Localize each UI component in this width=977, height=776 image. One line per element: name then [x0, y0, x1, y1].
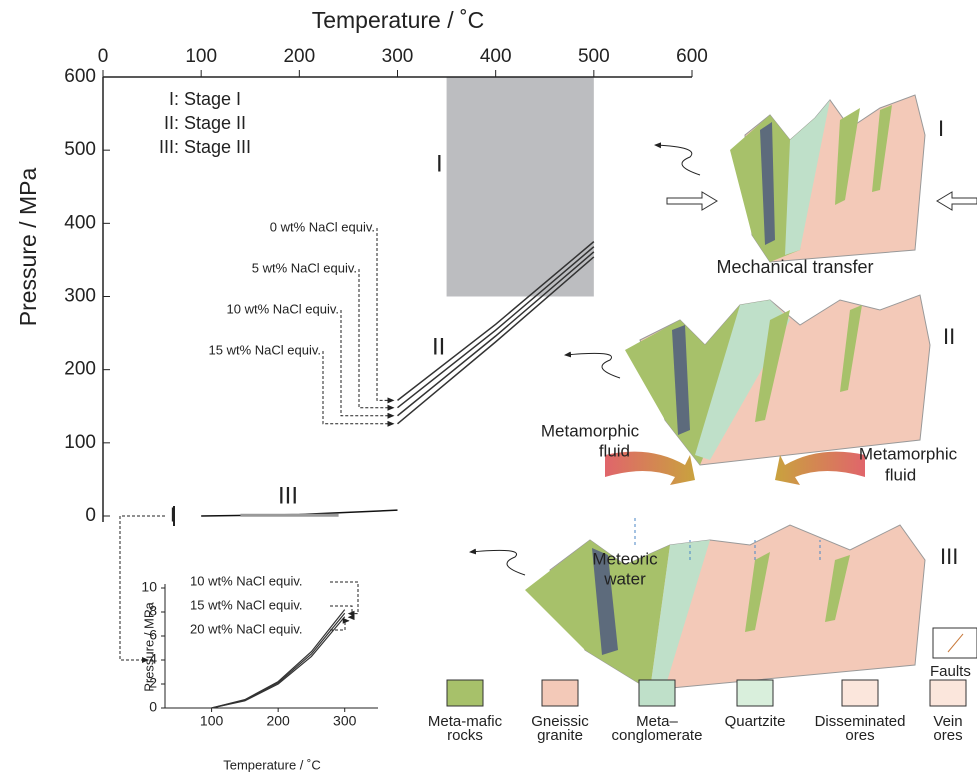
process-label: Meteoric [592, 549, 658, 568]
legend-label: 10 wt% NaCl equiv. [227, 301, 339, 316]
inset-leader [330, 606, 352, 617]
legend-label: 15 wt% NaCl equiv. [209, 342, 321, 357]
stage-note: III: Stage III [159, 137, 251, 157]
y-tick-label: 200 [64, 359, 96, 380]
inset-x-title: Temperature / ˚C [223, 757, 321, 772]
process-label: fluid [599, 441, 630, 460]
block-stage-1 [730, 95, 925, 262]
x-axis-title: Temperature / ˚C [312, 7, 485, 33]
inset-y-tick-label: 0 [149, 699, 157, 715]
inset-y-title: Pressure / MPa [141, 601, 156, 691]
field-label: II [432, 333, 445, 360]
legend-swatch [842, 680, 878, 706]
y-tick-label: 100 [64, 432, 96, 453]
legend-label: 5 wt% NaCl equiv. [252, 260, 357, 275]
process-label: Metamorphic [859, 444, 958, 463]
block-stage-2 [625, 295, 930, 465]
field-label: III [278, 482, 298, 509]
legend-label: ores [933, 727, 962, 744]
stage-note: I: Stage I [169, 89, 241, 109]
y-axis-title: Pressure / MPa [15, 168, 41, 327]
process-label: water [603, 569, 646, 588]
inset-leader [330, 582, 358, 614]
inset-x-tick-label: 100 [200, 713, 224, 729]
leader [359, 269, 394, 408]
block-label: III [940, 544, 958, 569]
block-label: II [943, 324, 955, 349]
block-stage-3 [525, 515, 925, 690]
leader [377, 228, 394, 400]
legend-swatch [737, 680, 773, 706]
legend-label: rocks [447, 727, 483, 744]
inset-y-tick-label: 10 [141, 579, 157, 595]
leader [323, 351, 394, 424]
block-label: I [938, 116, 944, 141]
field-label: I [436, 150, 443, 177]
legend-swatch [542, 680, 578, 706]
x-tick-label: 300 [382, 46, 414, 67]
inset-x-tick-label: 300 [333, 713, 357, 729]
y-tick-label: 300 [64, 286, 96, 307]
legend-label: granite [537, 727, 583, 744]
legend-label: 0 wt% NaCl equiv. [270, 219, 375, 234]
x-tick-label: 200 [283, 46, 315, 67]
x-tick-label: 0 [98, 46, 109, 67]
process-label: Metamorphic [541, 421, 640, 440]
legend-swatch [930, 680, 966, 706]
x-tick-label: 600 [676, 46, 708, 67]
process-label: fluid [885, 465, 916, 484]
legend-swatch [639, 680, 675, 706]
y-tick-label: 500 [64, 139, 96, 160]
legend-label: Quartzite [725, 713, 786, 730]
x-tick-label: 400 [480, 46, 512, 67]
y-tick-label: 400 [64, 212, 96, 233]
stage-note: II: Stage II [164, 113, 246, 133]
figure: 01002003004005006000100200300400500600Te… [0, 0, 977, 776]
inset-legend-label: 10 wt% NaCl equiv. [190, 573, 302, 588]
process-label: Mechanical transfer [716, 257, 873, 277]
page: 01002003004005006000100200300400500600Te… [0, 0, 977, 776]
x-tick-label: 500 [578, 46, 610, 67]
y-tick-label: 0 [85, 505, 96, 526]
y-tick-label: 600 [64, 66, 96, 87]
legend-label: Faults [930, 663, 971, 680]
legend-label: ores [845, 727, 874, 744]
legend-swatch [447, 680, 483, 706]
inset-legend-label: 15 wt% NaCl equiv. [190, 597, 302, 612]
x-tick-label: 100 [185, 46, 217, 67]
inset-legend-label: 20 wt% NaCl equiv. [190, 621, 302, 636]
legend-label: conglomerate [612, 727, 703, 744]
inset-x-tick-label: 200 [266, 713, 290, 729]
stage-1-field [447, 77, 594, 297]
